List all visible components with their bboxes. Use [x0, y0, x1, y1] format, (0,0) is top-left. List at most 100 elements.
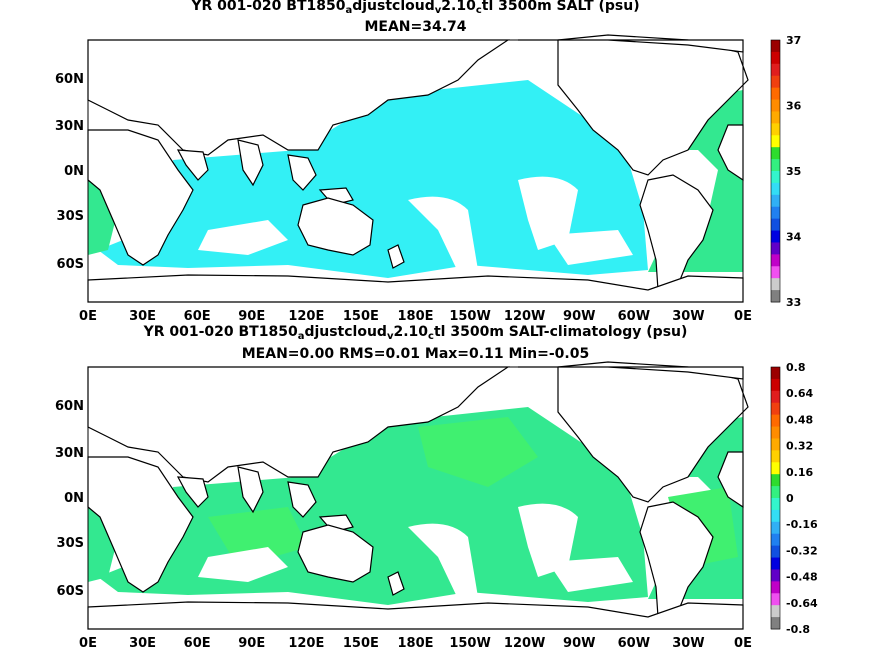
panel2-colorbar-label: 0.32: [786, 440, 813, 453]
panel1-colorbar-label: 36: [786, 100, 802, 113]
panel2-stats: MEAN=0.00 RMS=0.01 Max=0.11 Min=-0.05: [241, 346, 590, 362]
panel1-lon-label: 0E: [79, 309, 97, 324]
panel1-colorbar-swatch: [771, 123, 780, 136]
panel2-lon-label: 150E: [343, 636, 379, 651]
panel2-lon-label: 120W: [504, 636, 545, 651]
panel2-colorbar-swatch: [771, 390, 780, 404]
panel2-colorbar-label: 0.48: [786, 413, 813, 426]
panel2-colorbar-swatch: [771, 414, 780, 428]
panel1-colorbar-swatch: [771, 182, 780, 196]
panel1-colorbar-swatch: [771, 194, 780, 208]
panel1-lon-label: 0E: [734, 309, 752, 324]
panel2-colorbar-label: -0.64: [786, 597, 818, 610]
panel2-colorbar-label: 0.8: [786, 361, 806, 374]
panel2-colorbar-swatch: [771, 545, 780, 559]
panel2-lon-label: 90E: [238, 636, 265, 651]
panel2-colorbar-label: -0.16: [786, 518, 818, 531]
panel2-lon-label: 0E: [734, 636, 752, 651]
panel1-colorbar-swatch: [771, 254, 780, 267]
panel2-lon-label: 0E: [79, 636, 97, 651]
panel2-lon-label: 150W: [449, 636, 490, 651]
panel2-lat-label: 0N: [64, 491, 84, 506]
panel2-colorbar-label: 0.64: [786, 387, 813, 400]
panel1-lat-label: 60S: [57, 257, 84, 272]
panel1-lon-label: 60E: [184, 309, 211, 324]
panel1-colorbar-swatch: [771, 75, 780, 89]
panel2-colorbar-label: -0.8: [786, 623, 810, 636]
panel1-lon-label: 180E: [397, 309, 433, 324]
panel1-colorbar-label: 33: [786, 296, 801, 309]
panel1-lon-label: 120W: [504, 309, 545, 324]
panel1-lat-label: 0N: [64, 164, 84, 179]
panel2-lon-label: 60W: [618, 636, 650, 651]
panel1-colorbar: 37 36 35 34 33: [770, 34, 802, 309]
panel2-colorbar-swatch: [771, 438, 780, 451]
panel1-colorbar-swatch: [771, 87, 780, 101]
panel1-colorbar-label: 37: [786, 34, 801, 47]
panel1-lon-label: 150W: [449, 309, 490, 324]
panel2-colorbar-swatch: [771, 378, 780, 392]
panel2-lon-label: 30W: [672, 636, 704, 651]
panel2-colorbar-label: -0.32: [786, 544, 818, 557]
panel2-colorbar-swatch: [771, 498, 780, 511]
panel2-lon-label: 180E: [397, 636, 433, 651]
panel1-lat-label: 30S: [57, 209, 84, 224]
panel1-lon-label: 90E: [238, 309, 265, 324]
panel1-colorbar-swatch: [771, 206, 780, 220]
panel2-lat-label: 30S: [57, 536, 84, 551]
panel2-lon-label: 90W: [563, 636, 595, 651]
panel1-colorbar-swatch: [771, 51, 780, 65]
panel1-colorbar-swatch: [771, 242, 780, 255]
panel1-colorbar-swatch: [771, 63, 780, 77]
panel2-lat-label: 60N: [55, 399, 84, 414]
panel1-stats: MEAN=34.74: [364, 19, 467, 35]
panel2-lat-label: 30N: [55, 446, 84, 461]
panel1-colorbar-swatch: [771, 290, 780, 303]
panel1-colorbar-swatch: [771, 230, 780, 243]
panel2-colorbar-swatch: [771, 533, 780, 547]
panel1-lon-label: 90W: [563, 309, 595, 324]
panel1-colorbar-swatch: [771, 218, 780, 232]
panel1-colorbar-swatch: [771, 171, 780, 184]
panel2-colorbar-swatch: [771, 593, 780, 606]
panel1-title: YR 001-020 BT1850adjustcloudv2.10ctl 350…: [191, 0, 640, 16]
panel2-colorbar-label: -0.48: [786, 571, 818, 584]
panel1-colorbar-swatch: [771, 147, 780, 160]
panel1-colorbar-swatch: [771, 99, 780, 112]
panel1-colorbar-swatch: [771, 40, 780, 53]
panel2-colorbar-swatch: [771, 581, 780, 594]
panel2-lon-label: 120E: [288, 636, 324, 651]
panel2-map: [87, 361, 749, 630]
panel1-colorbar-swatch: [771, 111, 780, 124]
panel2-colorbar-swatch: [771, 402, 780, 416]
panel2-colorbar-swatch: [771, 617, 780, 630]
panel2-colorbar-swatch: [771, 557, 780, 570]
panel1-colorbar-swatch: [771, 135, 780, 148]
panel1-lon-label: 30E: [129, 309, 156, 324]
panel2-colorbar-swatch: [771, 605, 780, 618]
panel2-colorbar-swatch: [771, 509, 780, 523]
panel2-lon-label: 30E: [129, 636, 156, 651]
panel2-title: YR 001-020 BT1850adjustcloudv2.10ctl 350…: [143, 324, 688, 342]
panel2-colorbar-swatch: [771, 450, 780, 463]
panel1-map: [87, 34, 749, 303]
panel2-colorbar-swatch: [771, 474, 780, 487]
panel1-lat-label: 60N: [55, 72, 84, 87]
panel1-lon-label: 60W: [618, 309, 650, 324]
panel1-lon-label: 120E: [288, 309, 324, 324]
panel1-lat-label: 30N: [55, 119, 84, 134]
panel2-colorbar-label: 0.16: [786, 466, 813, 479]
panel1-colorbar-label: 35: [786, 165, 801, 178]
panel1-colorbar-label: 34: [786, 231, 802, 244]
panel2-colorbar-swatch: [771, 426, 780, 439]
panel1-colorbar-swatch: [771, 278, 780, 291]
panel2-colorbar: 0.8 0.64 0.48 0.32 0.16 0 -0.16 -0.32 -0.48 -0.64…: [770, 361, 818, 636]
panel2-colorbar-swatch: [771, 462, 780, 475]
panel1-lon-label: 150E: [343, 309, 379, 324]
panel1-colorbar-swatch: [771, 159, 780, 172]
panel2-colorbar-swatch: [771, 486, 780, 499]
panel2-colorbar-label: 0: [786, 492, 794, 505]
panel2-lat-label: 60S: [57, 584, 84, 599]
panel2-colorbar-swatch: [771, 569, 780, 582]
